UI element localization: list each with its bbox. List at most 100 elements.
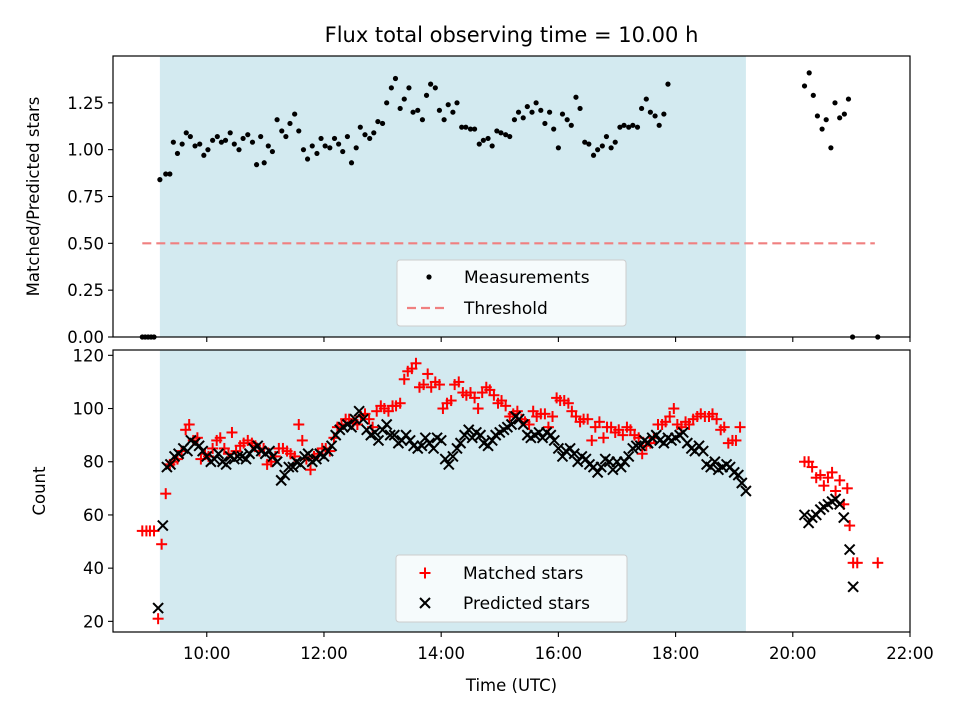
measurement-point (167, 171, 173, 177)
predicted-star-point (622, 450, 635, 463)
measurement-point (529, 109, 535, 115)
measurement-point (612, 139, 618, 145)
measurement-point (634, 124, 641, 130)
predicted-star-point (607, 464, 619, 476)
top-panel: Flux total observing time = 10.00 h 0.00… (24, 23, 911, 347)
measurement-point (183, 130, 189, 136)
bottom-y-tick-label: 40 (83, 559, 104, 578)
matched-star-point (304, 464, 316, 476)
matched-star-point (453, 376, 465, 388)
bottom-panel-frame (112, 349, 911, 633)
predicted-star-point (310, 453, 323, 465)
predicted-star-point (263, 445, 276, 457)
measurement-point (586, 141, 592, 147)
measurement-point (603, 133, 610, 140)
measurement-point (218, 139, 225, 145)
legend-matched-marker (419, 567, 431, 579)
predicted-star-point (271, 456, 283, 468)
matched-star-point (636, 448, 648, 460)
x-tick-label: 16:00 (535, 644, 583, 663)
predicted-star-point (369, 426, 381, 439)
matched-star-point (152, 613, 164, 625)
measurement-point (201, 152, 207, 158)
top-y-axis-label: Matched/Predicted stars (24, 97, 43, 297)
matched-star-point (418, 379, 430, 391)
measurement-point (197, 141, 203, 147)
matched-star-point (398, 373, 410, 385)
matched-star-point (547, 411, 559, 423)
measurement-point (626, 124, 632, 130)
measurement-point (559, 111, 566, 117)
matched-star-point (668, 403, 680, 415)
measurement-point (296, 128, 302, 134)
measurement-point (210, 137, 216, 143)
measurement-point (511, 117, 518, 123)
matched-star-point (617, 429, 629, 441)
matched-star-point (664, 411, 676, 423)
measurement-point (231, 141, 237, 147)
predicted-star-point (732, 469, 745, 481)
measurement-point (494, 128, 500, 134)
matched-star-point (539, 408, 551, 420)
measurement-point (292, 111, 298, 117)
chart-title: Flux total observing time = 10.00 h (325, 23, 699, 47)
measurement-point (336, 141, 342, 147)
measurement-point (357, 124, 363, 130)
predicted-star-point (157, 519, 169, 532)
measurement-point (397, 105, 403, 112)
predicted-star-point (322, 445, 334, 457)
matched-star-point (445, 395, 457, 407)
legend-measurements-label: Measurements (464, 268, 590, 288)
predicted-star-point (697, 445, 709, 457)
measurement-point (608, 145, 614, 151)
bottom-y-tick-label: 80 (83, 453, 104, 472)
measurement-point (245, 132, 251, 138)
top-y-tick-label: 0.50 (67, 234, 104, 253)
measurement-point (322, 143, 328, 149)
measurement-point (340, 148, 346, 155)
measurement-point (595, 147, 601, 153)
matched-star-point (826, 466, 838, 478)
predicted-star-point (439, 453, 451, 465)
measurement-point (170, 139, 176, 145)
predicted-star-point (568, 448, 580, 460)
predicted-star-point (595, 461, 607, 473)
measurement-point (489, 143, 495, 149)
x-tick-label: 22:00 (886, 644, 934, 663)
bottom-y-tick-label: 20 (83, 612, 104, 631)
predicted-star-point (847, 581, 859, 593)
matched-star-point (730, 434, 742, 446)
measurement-point (304, 156, 311, 162)
matched-star-point (818, 480, 830, 492)
measurement-point (348, 160, 355, 166)
matched-star-point (363, 413, 375, 425)
measurement-point (432, 85, 438, 91)
measurement-point (401, 96, 407, 102)
measurement-point (300, 147, 307, 153)
matched-star-point (582, 413, 594, 425)
matched-star-point (160, 488, 172, 500)
measurement-point (258, 133, 264, 140)
measurement-point (249, 139, 256, 145)
matched-star-point (711, 413, 723, 425)
measurement-point (227, 130, 233, 136)
top-y-tick-label: 0.75 (67, 188, 104, 207)
measurement-point (542, 120, 548, 127)
predicted-star-point (740, 485, 752, 497)
measurement-point (331, 135, 338, 142)
matched-star-point (834, 474, 846, 486)
legend-threshold-label: Threshold (463, 299, 548, 319)
measurement-point (647, 109, 653, 115)
measurement-point (410, 109, 416, 115)
predicted-star-point (212, 448, 225, 460)
x-axis-label: Time (UTC) (465, 676, 557, 695)
measurement-point (163, 171, 169, 177)
measurement-point (279, 128, 285, 134)
measurement-point (832, 100, 838, 106)
predicted-star-point (798, 509, 811, 521)
measurement-point (392, 75, 399, 82)
matched-star-point (472, 403, 484, 415)
measurement-point (327, 145, 333, 151)
measurement-point (269, 148, 275, 155)
measurement-point (498, 130, 504, 136)
